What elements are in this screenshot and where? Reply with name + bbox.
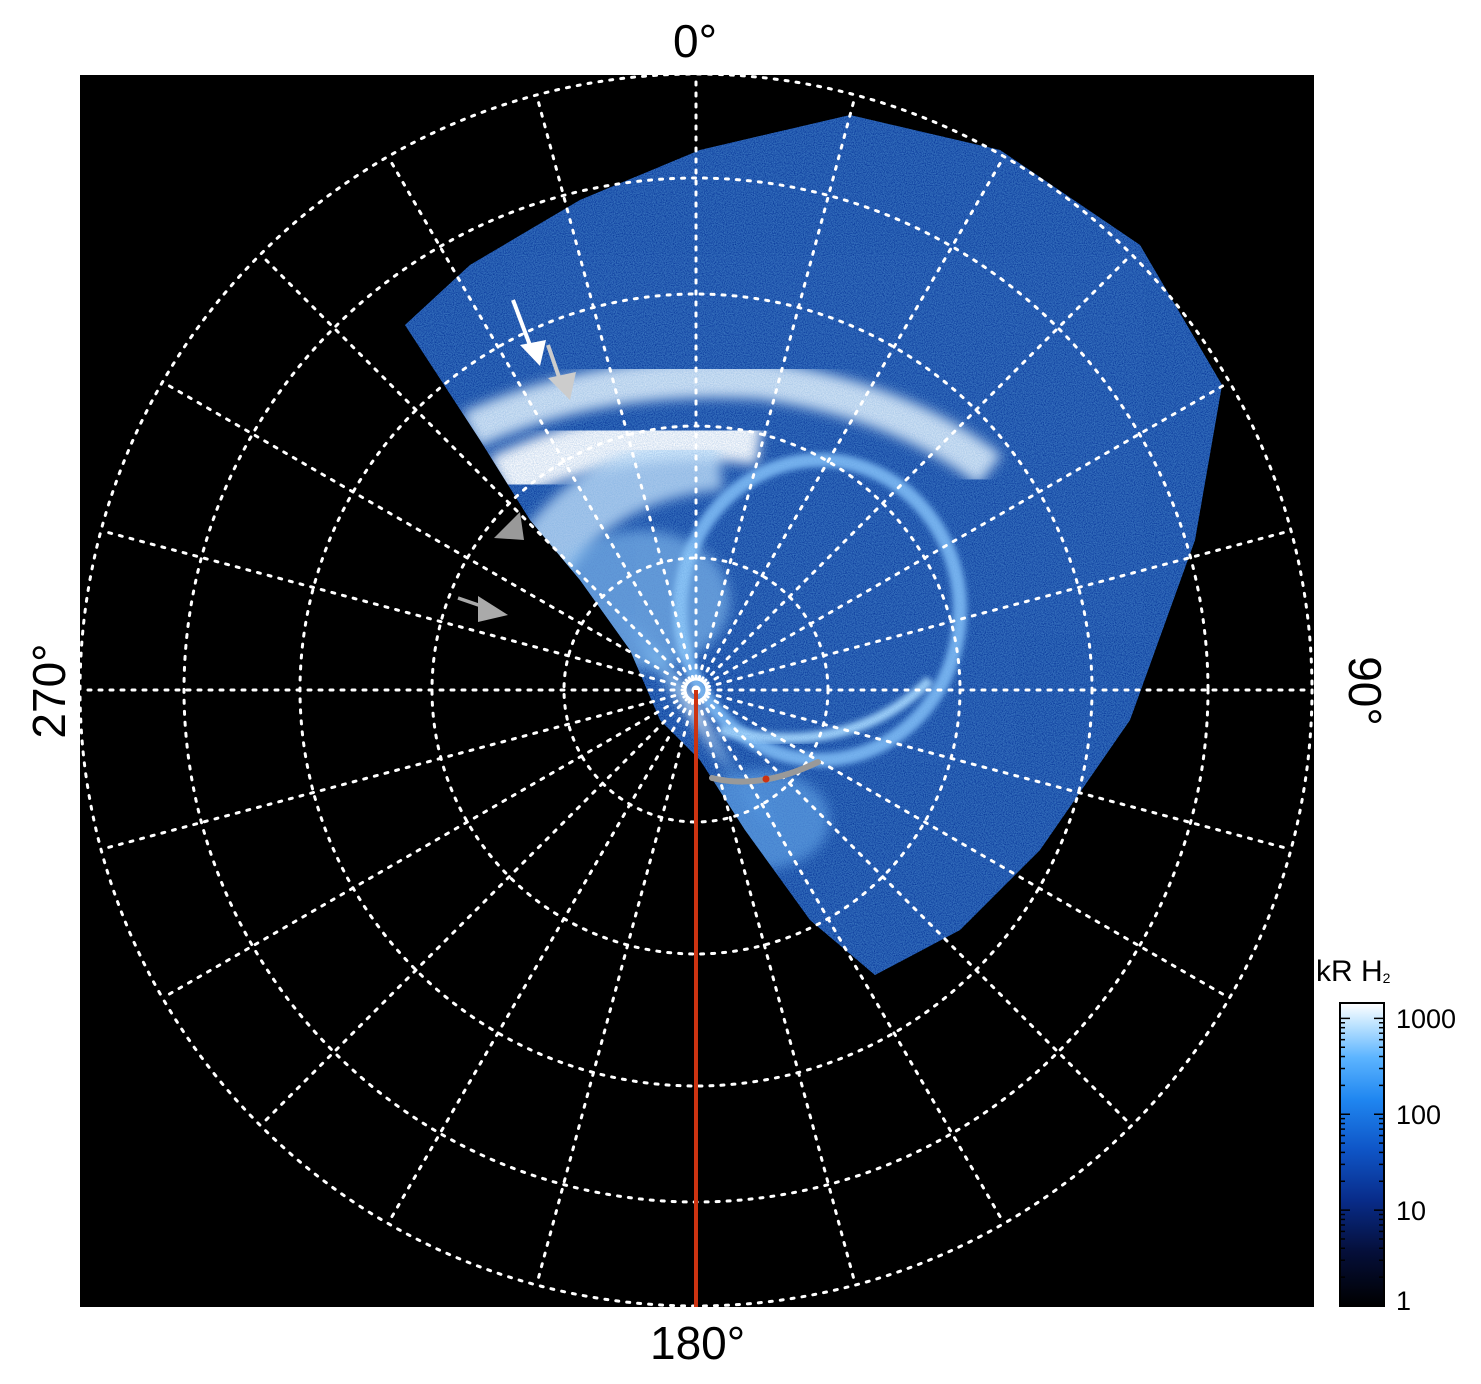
arrow-white-1 xyxy=(511,299,546,366)
grid-radial xyxy=(694,93,857,692)
angle-label-270: 270° xyxy=(23,643,75,739)
grid-radial xyxy=(694,252,1134,692)
grid-radial xyxy=(258,252,698,692)
grid-radial xyxy=(386,155,698,692)
grid-radial xyxy=(161,688,698,1000)
arrow-grey-2 xyxy=(494,512,524,540)
footprint-point xyxy=(762,775,770,783)
grid-radial xyxy=(694,688,1293,851)
grid-radial xyxy=(694,688,1231,1000)
colorbar-title: kR H2 xyxy=(1316,955,1391,988)
grid-radial xyxy=(694,688,857,1287)
grid-radial xyxy=(694,688,1134,1128)
grid-radial xyxy=(535,93,698,692)
colorbar-tick-10: 10 xyxy=(1396,1196,1427,1226)
grid-radial xyxy=(694,380,1231,692)
colorbar-minor-ticks xyxy=(1340,1017,1384,1307)
grid-radial xyxy=(694,529,1293,692)
angle-label-180: 180° xyxy=(650,1317,746,1369)
grid-radial xyxy=(99,688,698,851)
colorbar-tick-1: 1 xyxy=(1396,1286,1412,1316)
colorbar-tick-1000: 1000 xyxy=(1396,1004,1457,1034)
angle-label-90: 90° xyxy=(1339,656,1391,726)
colorbar xyxy=(1339,1002,1385,1307)
arrow-grey-1 xyxy=(546,344,576,400)
grid-radial xyxy=(161,380,698,692)
colorbar-title-subscript: 2 xyxy=(1382,970,1391,986)
colorbar-tick-100: 100 xyxy=(1396,1100,1442,1130)
grid-radial xyxy=(99,529,698,692)
grid-radial xyxy=(535,688,698,1287)
grid-radial xyxy=(386,688,698,1225)
grid-radial xyxy=(694,155,1006,692)
grid-radial xyxy=(258,688,698,1128)
footprint-arc xyxy=(709,759,821,785)
arrow-grey-3 xyxy=(457,596,508,622)
angle-label-0: 0° xyxy=(673,15,717,67)
